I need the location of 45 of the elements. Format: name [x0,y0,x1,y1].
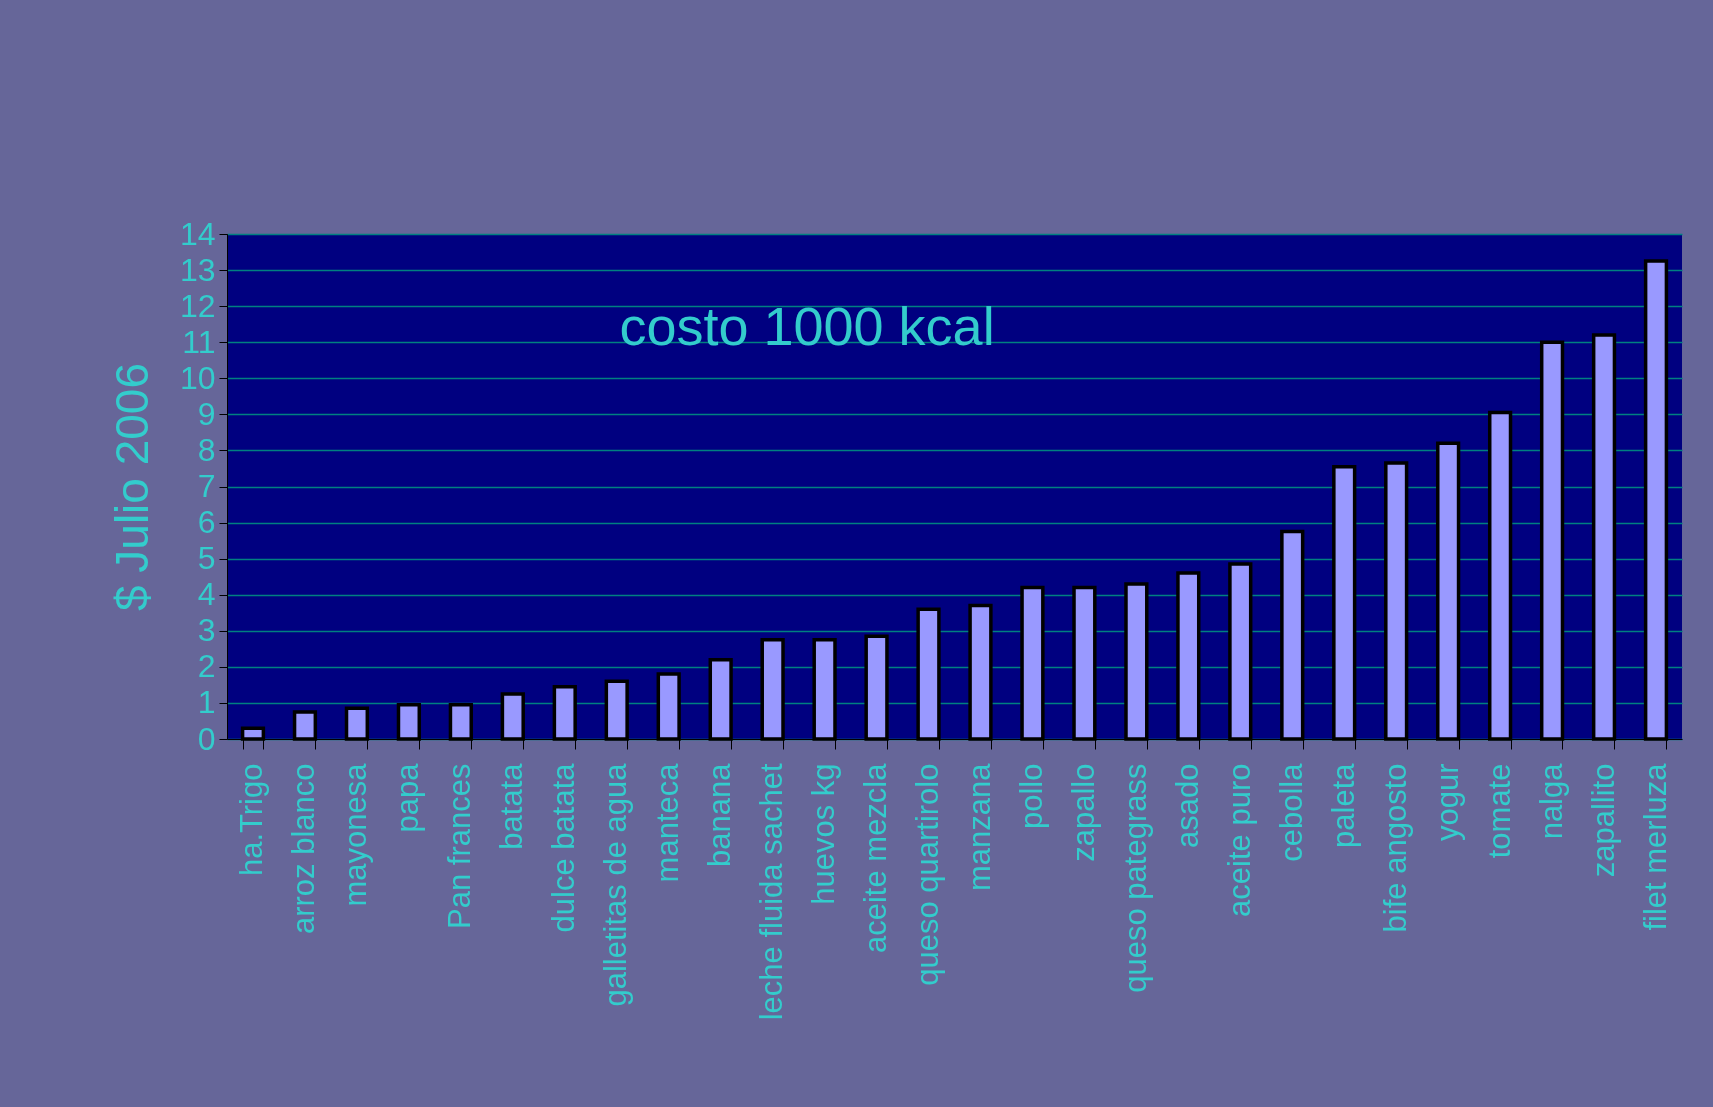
x-tick-label: bife angosto [1377,763,1413,933]
x-tick-label: galletitas de agua [598,762,634,1007]
x-tick-label: queso quartirolo [910,763,946,986]
x-tick-label: cebolla [1273,762,1309,862]
x-tick-label: aceite puro [1221,763,1257,917]
y-tick-label: 1 [197,684,216,721]
x-tick-label: manteca [650,762,686,883]
y-axis-title: $ Julio 2006 [105,362,158,612]
x-tick-label: aceite mezcla [858,762,894,954]
x-tick-label: paleta [1325,762,1361,848]
x-tick-label: zapallo [1065,763,1101,862]
x-tick-label: asado [1169,763,1205,848]
x-tick-label: pollo [1013,763,1049,829]
y-tick-label: 14 [179,215,216,252]
y-tick-label: 0 [197,720,216,757]
x-tick-label: ha.Trigo [234,763,270,877]
annotation: costo 1000 kcal [619,296,995,356]
x-tick-label: tomate [1481,763,1517,859]
y-tick-label: 12 [179,287,216,324]
y-tick-label: 3 [197,612,216,649]
x-tick-label: mayonesa [338,762,374,907]
y-tick-label: 7 [197,468,216,504]
y-tick-label: 5 [197,540,216,577]
x-tick-label: banana [702,762,738,867]
x-tick-label: Pan frances [442,763,478,929]
x-tick-label: yogur [1429,763,1465,842]
x-tick-label: batata [494,762,530,850]
y-tick-label: 4 [197,576,216,613]
y-tick-label: 10 [179,359,216,396]
x-tick-label: dulce batata [546,762,582,933]
x-tick-label: papa [390,762,426,833]
x-tick-label: queso pategrass [1117,763,1153,993]
y-tick-label: 9 [197,395,216,432]
x-tick-label: arroz blanco [286,763,322,935]
x-tick-label: leche fluida sachet [754,763,790,1021]
x-tick-label: nalga [1533,762,1569,840]
x-tick-label: manzana [961,762,997,892]
x-tick-label: huevos kg [806,763,842,905]
y-tick-label: 11 [182,323,216,360]
y-tick-label: 2 [197,648,216,685]
y-tick-label: 6 [197,504,216,541]
x-tick-label: zapallito [1585,763,1621,878]
x-tick-label: filet merluza [1637,762,1673,931]
y-tick-label: 13 [179,251,216,288]
y-tick-label: 8 [197,431,216,468]
